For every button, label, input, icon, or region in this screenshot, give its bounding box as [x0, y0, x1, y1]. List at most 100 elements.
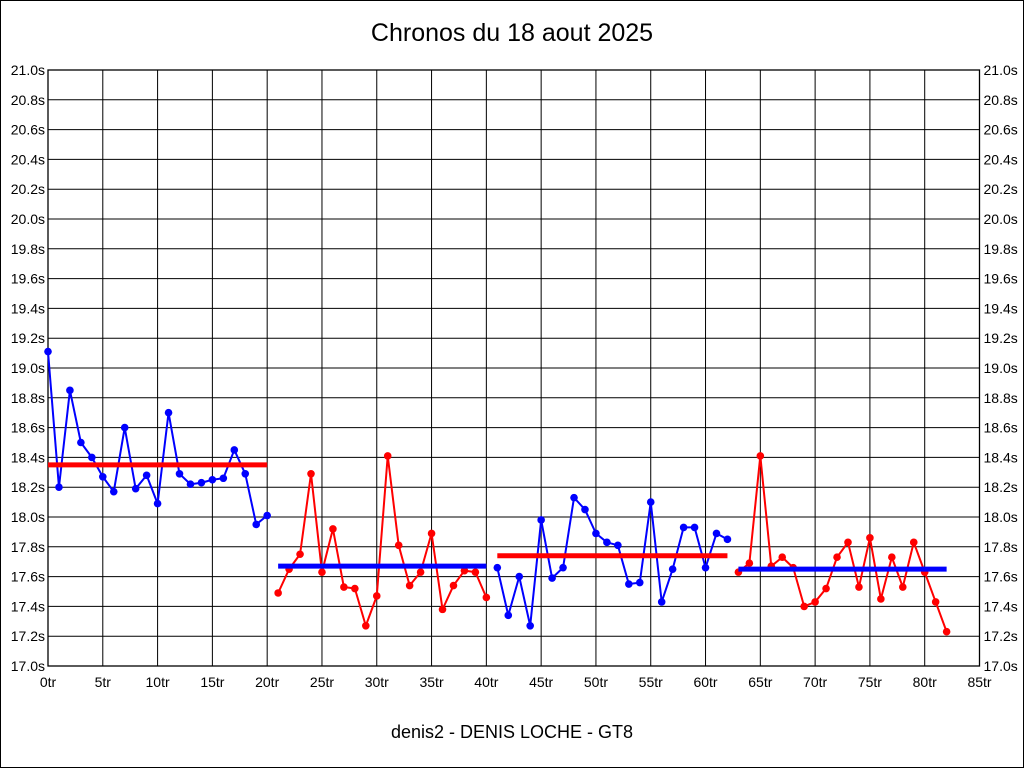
stint-4-laps-point [811, 598, 819, 606]
y-axis-label-left: 18.0s [11, 509, 45, 525]
y-axis-label-left: 20.0s [11, 211, 45, 227]
stint-3-laps-point [690, 523, 699, 532]
stint-3-laps-point [592, 529, 600, 538]
x-axis-label: 70tr [803, 674, 827, 690]
y-axis-label-right: 20.0s [984, 211, 1018, 227]
x-axis-label: 35tr [419, 674, 443, 690]
y-axis-label-left: 17.6s [11, 569, 45, 585]
y-axis-label-right: 19.6s [984, 271, 1018, 287]
stint-3-laps-point [504, 611, 513, 620]
stint-1-laps-point [175, 469, 184, 478]
stint-3-laps-point [537, 516, 545, 524]
y-axis-label-right: 20.6s [984, 122, 1018, 138]
y-axis-label-right: 20.8s [984, 92, 1018, 108]
y-axis-label-right: 20.4s [984, 151, 1018, 167]
stint-4-laps-point [866, 534, 874, 542]
y-axis-label-right: 19.2s [984, 330, 1018, 346]
stint-3-laps-point [614, 541, 622, 550]
stint-4-laps-point [909, 538, 918, 547]
y-axis-label-right: 18.4s [984, 449, 1018, 465]
stint-4-laps-point [833, 553, 841, 562]
y-axis-label-left: 18.4s [11, 449, 45, 465]
stint-2-laps-point [296, 550, 304, 559]
stint-3-laps-point [668, 565, 677, 573]
y-axis-label-left: 17.8s [11, 539, 45, 555]
y-axis-label-left: 18.2s [11, 479, 45, 495]
stint-2-laps-point [329, 525, 337, 533]
stint-1-laps-point [98, 472, 107, 481]
stint-1-laps-point [44, 347, 52, 356]
plot-border [47, 69, 981, 667]
x-axis-label: 30tr [365, 674, 389, 690]
stint-1-laps-point [153, 499, 162, 508]
stint-4-laps-point [844, 538, 852, 547]
stint-3-laps-point [701, 563, 710, 572]
y-axis-label-right: 17.4s [984, 598, 1018, 614]
y-axis-label-left: 17.2s [11, 628, 45, 644]
stint-1-laps-point [241, 469, 250, 478]
x-axis-label: 65tr [748, 674, 772, 690]
stint-2-laps-point [438, 605, 447, 614]
stint-1-laps-point [164, 408, 173, 417]
stint-3-laps-point [635, 578, 644, 587]
x-axis-label: 55tr [639, 674, 663, 690]
chart-title: Chronos du 18 aout 2025 [370, 19, 654, 47]
stint-4-laps-point [745, 559, 754, 567]
stint-1-laps-point [88, 453, 96, 462]
stint-1-laps-point [208, 475, 217, 484]
stint-1-laps-point [109, 487, 118, 496]
stint-1-laps-point [55, 483, 63, 492]
y-axis-label-left: 21.0s [11, 62, 45, 78]
stint-2-laps-point [372, 592, 381, 600]
stint-1-laps-point [66, 386, 74, 395]
stint-4-laps-point [898, 583, 907, 591]
stint-2-laps-point [340, 583, 348, 591]
stint-1-laps-point [142, 471, 151, 480]
stint-2-laps-point [394, 541, 403, 550]
stint-3-laps-point [559, 563, 567, 572]
y-axis-label-right: 17.6s [984, 569, 1018, 585]
y-axis-label-right: 17.2s [984, 628, 1018, 644]
y-axis-label-left: 20.8s [11, 92, 45, 108]
stint-3-laps-point [548, 574, 556, 582]
stint-3-laps-point [679, 523, 688, 532]
stint-1-laps-point [197, 478, 206, 487]
y-axis-label-left: 19.8s [11, 241, 45, 257]
y-axis-label-left: 18.6s [11, 420, 45, 436]
y-axis-label-right: 19.0s [984, 360, 1018, 376]
stint-3-laps-point [581, 505, 589, 514]
y-axis-label-right: 21.0s [984, 62, 1018, 78]
x-axis-label: 15tr [200, 674, 224, 690]
y-axis-label-left: 17.0s [11, 658, 45, 674]
y-axis-label-left: 17.4s [11, 598, 45, 614]
stint-3-laps-point [646, 498, 655, 506]
x-axis-label: 60tr [693, 674, 717, 690]
stint-2-laps-line [277, 454, 488, 627]
x-axis-label: 80tr [913, 674, 937, 690]
chart-footer: denis2 - DENIS LOCHE - GT8 [390, 722, 634, 742]
stint-3-laps-line [496, 496, 728, 627]
stint-3-laps-point [526, 621, 534, 630]
y-axis-label-right: 18.8s [984, 390, 1018, 406]
stint-2-laps-point [416, 568, 425, 576]
y-axis-label-right: 19.8s [984, 241, 1018, 257]
stint-1-laps-point [186, 480, 195, 489]
stint-3-laps-point [603, 538, 611, 547]
stint-1-laps-point [219, 474, 228, 483]
x-axis-label: 0tr [40, 674, 57, 690]
stint-3-laps-point [570, 493, 578, 502]
y-axis-label-left: 19.6s [11, 271, 45, 287]
stint-1-laps-point [120, 423, 129, 432]
x-axis-label: 5tr [95, 674, 112, 690]
stint-4-laps-point [888, 553, 896, 562]
stint-2-laps-point [427, 529, 436, 538]
stint-3-laps-point [493, 563, 502, 572]
stint-2-laps-point [383, 452, 392, 460]
stint-2-laps-point [362, 621, 370, 630]
y-axis-label-right: 20.2s [984, 181, 1018, 197]
stint-3-laps-point [712, 529, 721, 538]
stint-3-laps-point [657, 598, 666, 606]
y-axis-label-left: 19.0s [11, 360, 45, 376]
